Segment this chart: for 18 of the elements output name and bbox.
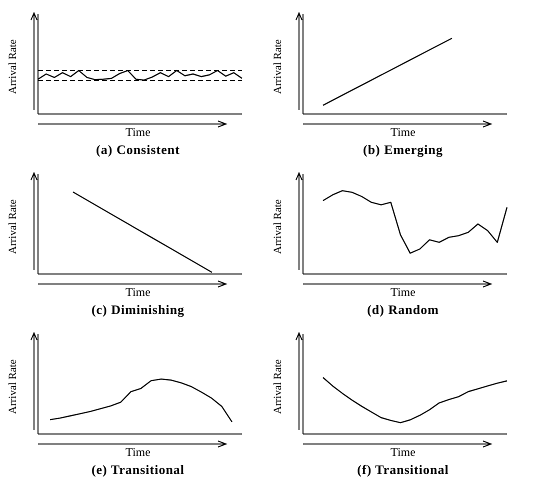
text: (e) Transitional: [90, 462, 186, 478]
y-axis-title: Arrival Rate: [272, 359, 284, 414]
text: (b) Emerging: [362, 142, 444, 158]
x-axis-title: Time: [390, 125, 416, 140]
y-axis-title: Arrival Rate: [6, 39, 19, 94]
x-axis-title: Time: [390, 285, 416, 300]
text: (a) Consistent: [95, 142, 181, 158]
x-axis-title: Time: [124, 285, 152, 300]
x-axis-title: Time: [124, 125, 152, 140]
text: (c) Diminishing: [90, 302, 186, 318]
x-axis-title: Time: [390, 445, 416, 460]
text: (f) Transitional: [356, 462, 450, 478]
y-axis-title: Arrival Rate: [272, 39, 284, 94]
text: (d) Random: [366, 302, 440, 318]
y-axis-title: Arrival Rate: [272, 199, 284, 254]
y-axis-title: Arrival Rate: [6, 199, 19, 254]
y-axis-title: Arrival Rate: [6, 359, 19, 414]
x-axis-title: Time: [124, 445, 152, 460]
